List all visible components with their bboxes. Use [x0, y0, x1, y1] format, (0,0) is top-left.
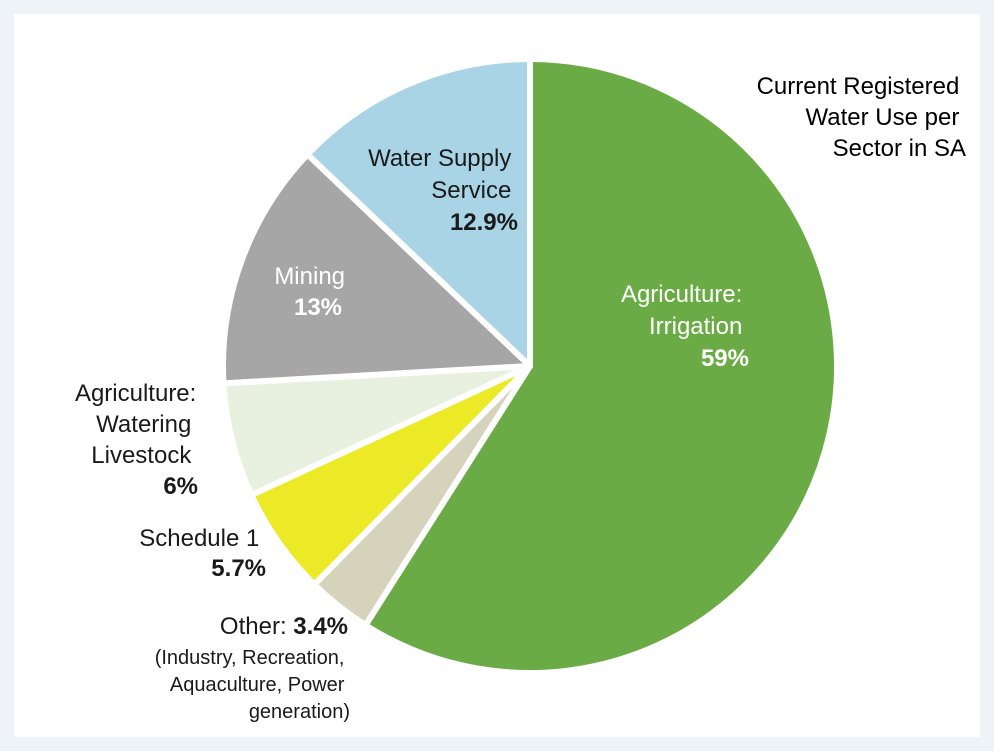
label-other-note: (Industry, Recreation, Aquaculture, Powe… [155, 647, 350, 723]
label-schedule-1-value: 5.7% [211, 555, 266, 582]
title-line-1: Current Registered [757, 73, 960, 100]
label-livestock-value: 6% [163, 473, 198, 500]
pie-slice-water-supply-service [304, 56, 533, 369]
label-mining-value: 13% [294, 294, 342, 321]
label-irrigation-line-1: Agriculture: [621, 281, 742, 308]
label-water-supply-line-2: Service [431, 177, 511, 204]
label-livestock-line-3: Livestock [91, 442, 192, 469]
chart-title: Current Registered Water Use per Sector … [757, 73, 966, 162]
label-other-name: Other: [220, 613, 287, 640]
label-schedule-1: Schedule 1 5.7% [139, 525, 266, 582]
label-other: Other: 3.4% [220, 613, 348, 640]
label-other-line-1: Other: 3.4% [220, 613, 348, 640]
label-mining: Mining 13% [274, 263, 351, 321]
label-livestock-line-1: Agriculture: [75, 380, 196, 407]
label-other-note-line-1: (Industry, Recreation, [155, 647, 345, 669]
label-water-supply-line-1: Water Supply [368, 145, 511, 172]
label-other-note-line-3: generation) [249, 701, 350, 723]
label-water-supply: Water Supply Service 12.9% [368, 145, 518, 236]
title-line-3: Sector in SA [833, 135, 966, 162]
label-livestock-line-2: Watering [96, 411, 191, 438]
label-livestock: Agriculture: Watering Livestock 6% [75, 380, 203, 500]
label-other-note-line-2: Aquaculture, Power [170, 674, 345, 696]
pie-slice-mining [220, 151, 533, 387]
pie-slices [220, 56, 840, 676]
label-water-supply-value: 12.9% [450, 209, 518, 236]
title-line-2: Water Use per [806, 104, 960, 131]
label-mining-line-1: Mining [274, 263, 345, 290]
label-other-value: 3.4% [293, 613, 348, 640]
label-irrigation-value: 59% [701, 345, 749, 372]
label-irrigation: Agriculture: Irrigation 59% [621, 281, 749, 372]
label-irrigation-line-2: Irrigation [649, 313, 742, 340]
pie-slice-agriculture-irrigation [362, 56, 840, 676]
label-schedule-1-line-1: Schedule 1 [139, 525, 259, 552]
